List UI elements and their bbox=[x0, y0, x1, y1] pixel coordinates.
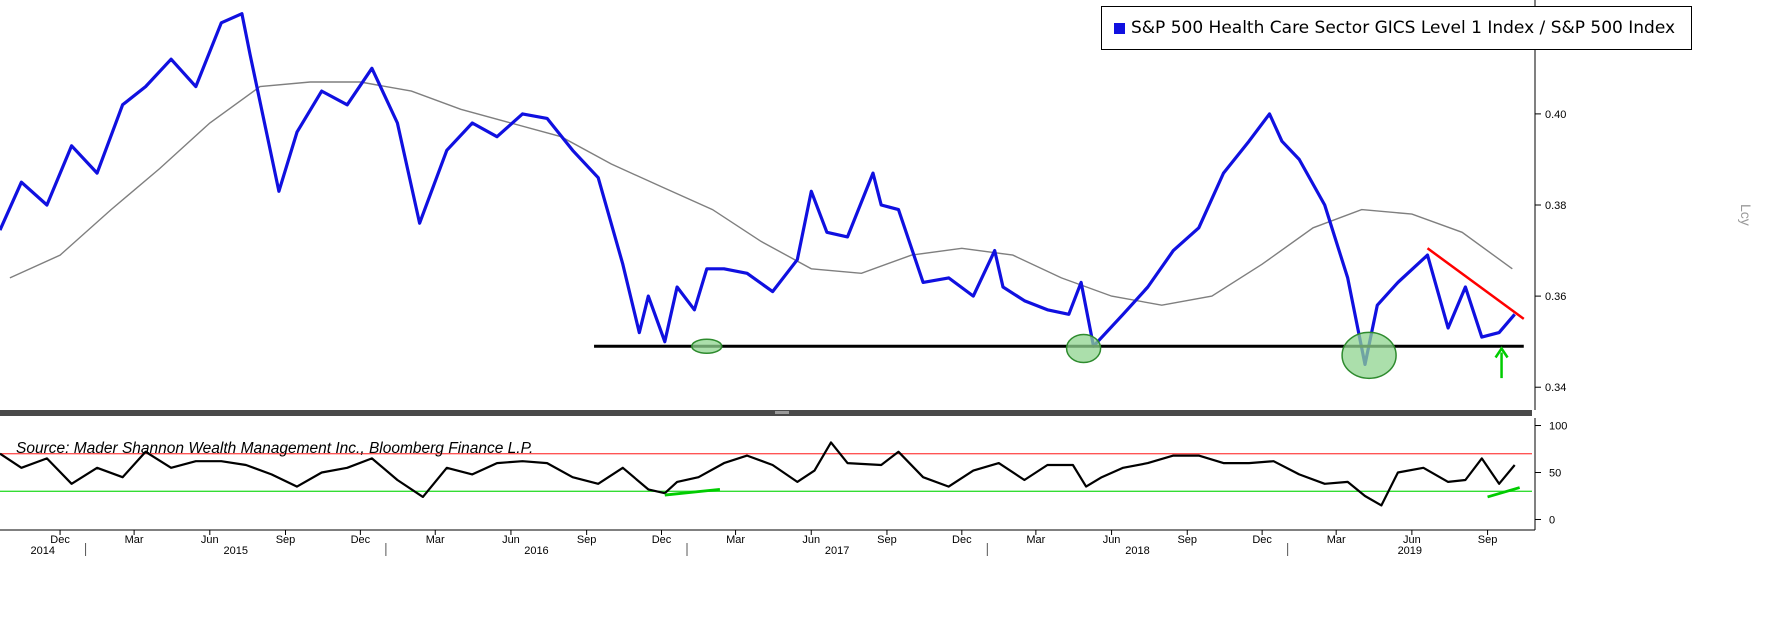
x-year-label: 2017 bbox=[825, 545, 849, 557]
x-year-label: 2016 bbox=[524, 545, 548, 557]
rsi-y-tick-label: 100 bbox=[1549, 421, 1567, 433]
rsi-panel bbox=[0, 441, 1532, 507]
ratio-series-line bbox=[0, 12, 1516, 366]
moving-average-line bbox=[9, 81, 1513, 306]
main-panel bbox=[0, 12, 1525, 380]
bottom-circle-marker bbox=[1065, 333, 1102, 364]
x-month-label: Jun bbox=[1103, 534, 1121, 546]
main-y-tick-label: 0.38 bbox=[1545, 200, 1566, 212]
resistance-trend-line bbox=[1426, 247, 1525, 320]
x-month-label: Jun bbox=[1403, 534, 1421, 546]
x-month-label: Dec bbox=[351, 534, 371, 546]
x-month-label: Mar bbox=[1327, 534, 1346, 546]
main-y-tick-label: 0.36 bbox=[1545, 291, 1566, 303]
legend: S&P 500 Health Care Sector GICS Level 1 … bbox=[1101, 6, 1692, 50]
arrow-up-head bbox=[1494, 346, 1509, 359]
x-month-label: Dec bbox=[952, 534, 972, 546]
x-month-label: Mar bbox=[426, 534, 445, 546]
x-month-label: Jun bbox=[201, 534, 219, 546]
x-month-label: Mar bbox=[726, 534, 745, 546]
x-year-label: 2019 bbox=[1398, 545, 1422, 557]
panel-grip bbox=[775, 411, 789, 414]
x-month-label: Jun bbox=[502, 534, 520, 546]
x-month-label: Dec bbox=[50, 534, 70, 546]
source-note: Source: Mader Shannon Wealth Management … bbox=[16, 440, 534, 457]
x-month-label: Sep bbox=[1478, 534, 1498, 546]
rsi-y-tick-label: 50 bbox=[1549, 468, 1561, 480]
legend-label: S&P 500 Health Care Sector GICS Level 1 … bbox=[1131, 18, 1676, 38]
x-month-label: Dec bbox=[652, 534, 672, 546]
rsi-divergence-line bbox=[1487, 486, 1521, 499]
rsi-line bbox=[0, 441, 1516, 507]
panel-separator bbox=[0, 410, 1532, 416]
rsi-y-tick-label: 0 bbox=[1549, 514, 1555, 526]
x-month-label: Dec bbox=[1252, 534, 1272, 546]
x-month-label: Sep bbox=[877, 534, 897, 546]
rsi-divergence-line bbox=[664, 488, 721, 497]
x-month-label: Jun bbox=[802, 534, 820, 546]
x-year-label: 2015 bbox=[223, 545, 247, 557]
x-month-label: Sep bbox=[276, 534, 296, 546]
y-axis-label: Lcy bbox=[1738, 204, 1754, 226]
x-month-label: Mar bbox=[125, 534, 144, 546]
main-y-tick-label: 0.34 bbox=[1545, 382, 1566, 394]
x-month-label: Mar bbox=[1026, 534, 1045, 546]
x-year-label: 2014 bbox=[31, 545, 55, 557]
x-year-label: 2018 bbox=[1125, 545, 1149, 557]
main-y-tick-label: 0.40 bbox=[1545, 109, 1566, 121]
legend-swatch bbox=[1114, 22, 1125, 34]
x-month-label: Sep bbox=[1177, 534, 1197, 546]
bottom-circle-marker bbox=[1341, 331, 1397, 380]
x-month-label: Sep bbox=[577, 534, 597, 546]
bottom-circle-marker bbox=[691, 338, 723, 354]
